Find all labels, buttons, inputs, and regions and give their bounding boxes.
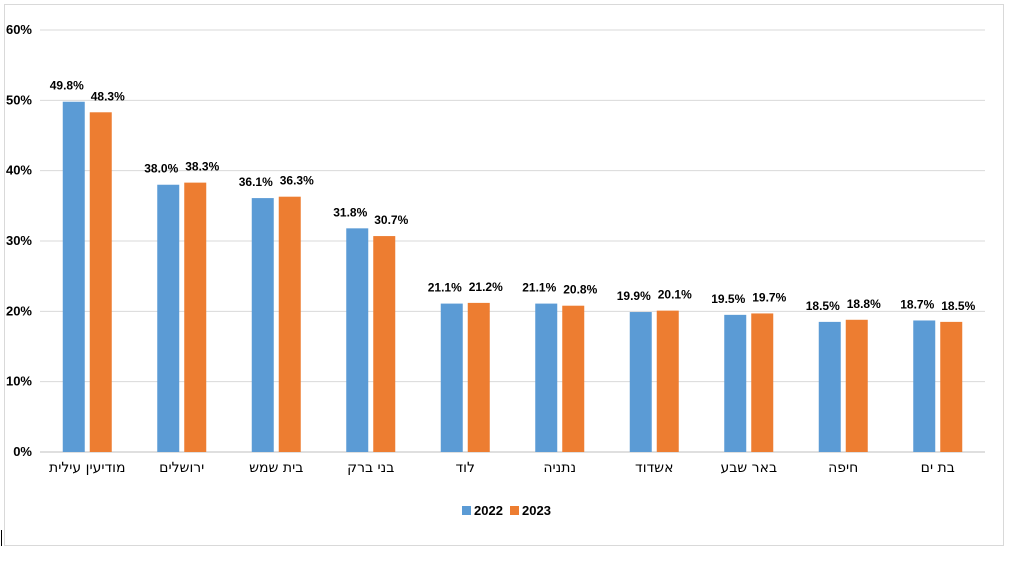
bar-2023-4 xyxy=(467,302,490,452)
data-label-2023-9: 18.5% xyxy=(941,299,975,313)
bar-2022-4 xyxy=(440,303,463,452)
data-label-2022-6: 19.9% xyxy=(617,289,651,303)
y-tick-label: 60% xyxy=(6,22,32,37)
legend: 2022 2023 xyxy=(462,503,551,518)
data-label-2022-2: 36.1% xyxy=(239,175,273,189)
data-label-2023-7: 19.7% xyxy=(752,290,786,304)
category-label: בית שמש xyxy=(249,460,303,476)
legend-label-2022: 2022 xyxy=(474,503,503,518)
bar-2022-0 xyxy=(62,101,85,453)
y-axis-ticks: 0% 10% 20% 30% 40% 50% 60% xyxy=(6,22,32,459)
data-label-2023-2: 36.3% xyxy=(280,174,314,188)
y-tick-label: 30% xyxy=(6,233,32,248)
bars xyxy=(62,101,963,453)
gridlines xyxy=(40,29,985,453)
bar-2023-8 xyxy=(845,319,868,452)
bar-2023-3 xyxy=(373,236,396,452)
bar-2023-1 xyxy=(184,182,207,452)
category-label: מודיעין עילית xyxy=(49,460,125,476)
legend-swatch-2023 xyxy=(510,506,519,515)
data-label-2023-5: 20.8% xyxy=(563,283,597,297)
y-tick-label: 50% xyxy=(6,92,32,107)
y-tick-label: 40% xyxy=(6,163,32,178)
bar-2023-5 xyxy=(562,305,585,452)
data-label-2023-8: 18.8% xyxy=(847,297,881,311)
legend-swatch-2022 xyxy=(462,506,471,515)
data-label-2022-8: 18.5% xyxy=(806,299,840,313)
legend-label-2023: 2023 xyxy=(522,503,551,518)
category-label: באר שבע xyxy=(720,460,777,476)
data-label-2022-5: 21.1% xyxy=(522,281,556,295)
bar-2022-8 xyxy=(818,321,841,452)
data-label-2022-1: 38.0% xyxy=(144,162,178,176)
bar-2023-9 xyxy=(940,321,963,452)
bar-2022-2 xyxy=(251,198,274,452)
x-axis-categories: מודיעין עילית ירושלים בית שמש בני ברק לוד נתנ… xyxy=(49,460,955,476)
data-label-2022-7: 19.5% xyxy=(711,292,745,306)
data-label-2023-4: 21.2% xyxy=(469,280,503,294)
data-label-2023-0: 48.3% xyxy=(91,89,125,103)
data-label-2022-3: 31.8% xyxy=(333,205,367,219)
bar-2023-0 xyxy=(89,112,112,452)
category-label: נתניה xyxy=(543,460,576,476)
bar-2022-6 xyxy=(629,312,652,452)
bar-2022-7 xyxy=(724,314,747,452)
data-label-2023-1: 38.3% xyxy=(185,160,219,174)
y-tick-label: 10% xyxy=(6,374,32,389)
bar-2022-5 xyxy=(535,303,558,452)
data-label-2022-4: 21.1% xyxy=(428,281,462,295)
data-label-2023-3: 30.7% xyxy=(374,213,408,227)
bar-2022-1 xyxy=(157,184,180,452)
bar-2022-3 xyxy=(346,228,369,452)
bar-2023-7 xyxy=(751,313,774,452)
category-label: בת ים xyxy=(921,460,955,476)
text-cursor xyxy=(1,530,2,546)
y-tick-label: 0% xyxy=(13,444,32,459)
bar-2023-2 xyxy=(278,196,301,452)
category-label: ירושלים xyxy=(159,460,204,476)
y-tick-label: 20% xyxy=(6,303,32,318)
data-label-2022-0: 49.8% xyxy=(50,79,84,93)
data-labels: 49.8% 48.3% 38.0% 38.3% 36.1% 36.3% 31.8% 30.7%… xyxy=(50,79,976,313)
category-label: אשדוד xyxy=(635,460,673,476)
category-label: חיפה xyxy=(828,460,858,476)
data-label-2023-6: 20.1% xyxy=(658,288,692,302)
category-label: בני ברק xyxy=(347,460,394,476)
bar-2022-9 xyxy=(913,320,936,452)
bar-2023-6 xyxy=(656,310,679,452)
data-label-2022-9: 18.7% xyxy=(900,297,934,311)
category-label: לוד xyxy=(456,460,475,476)
